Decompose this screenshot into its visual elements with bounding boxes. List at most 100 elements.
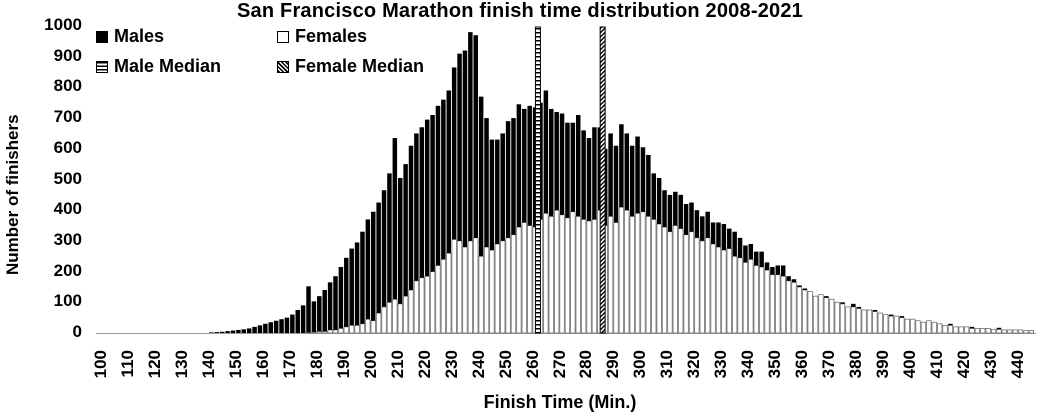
male-bar	[592, 127, 597, 220]
female-bar	[543, 212, 549, 334]
female-bar	[818, 294, 824, 334]
male-bar	[570, 122, 576, 212]
male-bar	[721, 224, 727, 251]
female-bar	[424, 275, 430, 334]
male-bar	[581, 130, 586, 220]
male-bar	[236, 329, 241, 333]
female-bar	[548, 215, 554, 334]
male-bar	[317, 296, 322, 332]
male-bar	[683, 204, 689, 235]
female-bar	[661, 226, 668, 334]
male-bar	[948, 323, 953, 326]
male-bar	[856, 306, 861, 309]
female-bar	[510, 234, 517, 334]
female-bar	[634, 212, 641, 334]
male-bar	[344, 257, 349, 327]
female-bar	[721, 249, 727, 334]
female-bar	[349, 324, 355, 334]
male-bar	[284, 317, 290, 333]
male-bar	[252, 326, 257, 333]
female-bar	[311, 331, 317, 334]
x-axis-label: Finish Time (Min.)	[483, 392, 637, 412]
female-bar	[500, 240, 506, 334]
female-bar	[963, 326, 970, 334]
female-bar	[861, 309, 867, 334]
female-bar	[791, 281, 797, 334]
female-bar	[883, 314, 889, 334]
male-bar	[360, 231, 365, 324]
female-bar	[678, 228, 684, 334]
female-bar	[699, 240, 705, 334]
female-bar	[823, 297, 830, 334]
male-bar	[214, 332, 220, 333]
female-bar	[1007, 329, 1013, 334]
male-bar	[435, 105, 441, 266]
y-tick-label: 1000	[44, 15, 82, 34]
male-bar	[327, 282, 333, 330]
female-bar	[570, 211, 576, 334]
male-bar	[295, 309, 300, 333]
female-bar	[640, 211, 646, 334]
male-bar	[300, 305, 306, 333]
female-bar	[672, 225, 678, 334]
female-bar	[758, 266, 765, 334]
male-bar	[824, 296, 829, 298]
female-bar	[931, 321, 937, 334]
female-bar	[936, 323, 943, 334]
male-bar	[797, 285, 802, 287]
male-bar	[775, 265, 781, 275]
male-bar	[408, 145, 414, 291]
female-bar	[446, 252, 452, 334]
male-bar	[489, 139, 495, 251]
female-bar	[1012, 329, 1018, 334]
male-bar	[290, 314, 295, 333]
female-bar	[710, 243, 716, 334]
male-bar	[376, 202, 381, 314]
female-bar	[365, 318, 371, 334]
female-bar	[489, 249, 495, 334]
male-bar	[279, 319, 284, 333]
female-bar	[580, 219, 587, 334]
female-bar	[780, 275, 786, 334]
female-bar	[586, 220, 592, 334]
female-bar	[715, 246, 722, 334]
female-bar	[742, 261, 749, 334]
male-bar	[263, 323, 268, 333]
male-bar	[996, 327, 1002, 330]
female-bar	[942, 324, 948, 334]
female-bar	[478, 255, 484, 334]
male-bar	[640, 147, 646, 212]
y-tick-label: 500	[53, 168, 82, 188]
female-bar	[839, 303, 846, 334]
female-bar	[807, 291, 813, 334]
female-bar	[1028, 330, 1034, 334]
female-bar	[920, 321, 927, 334]
female-bar	[564, 217, 571, 334]
female-bar	[926, 320, 932, 334]
male-bar	[575, 115, 581, 217]
female-bar	[1017, 329, 1024, 334]
legend-label-female-median: Female Median	[295, 56, 425, 76]
female-bar	[402, 295, 409, 334]
female-bar	[359, 323, 366, 334]
male-bar	[646, 154, 651, 217]
male-bar	[522, 108, 527, 223]
female-bar	[370, 320, 376, 334]
female-bar	[796, 286, 803, 334]
male-bar	[586, 138, 592, 221]
male-bar	[732, 231, 737, 257]
y-tick-label: 400	[53, 199, 82, 219]
male-bar	[565, 122, 570, 218]
female-bar	[974, 327, 981, 334]
y-tick-label: 700	[53, 107, 82, 127]
male-bar	[689, 202, 694, 232]
male-bar	[468, 32, 473, 241]
male-bar	[365, 219, 371, 320]
female-bar	[947, 324, 954, 334]
male-bar	[241, 329, 247, 333]
female-bar	[591, 219, 598, 334]
female-bar	[413, 280, 420, 334]
female-bar	[435, 265, 441, 334]
female-bar	[419, 277, 425, 334]
female-bar	[866, 309, 873, 334]
